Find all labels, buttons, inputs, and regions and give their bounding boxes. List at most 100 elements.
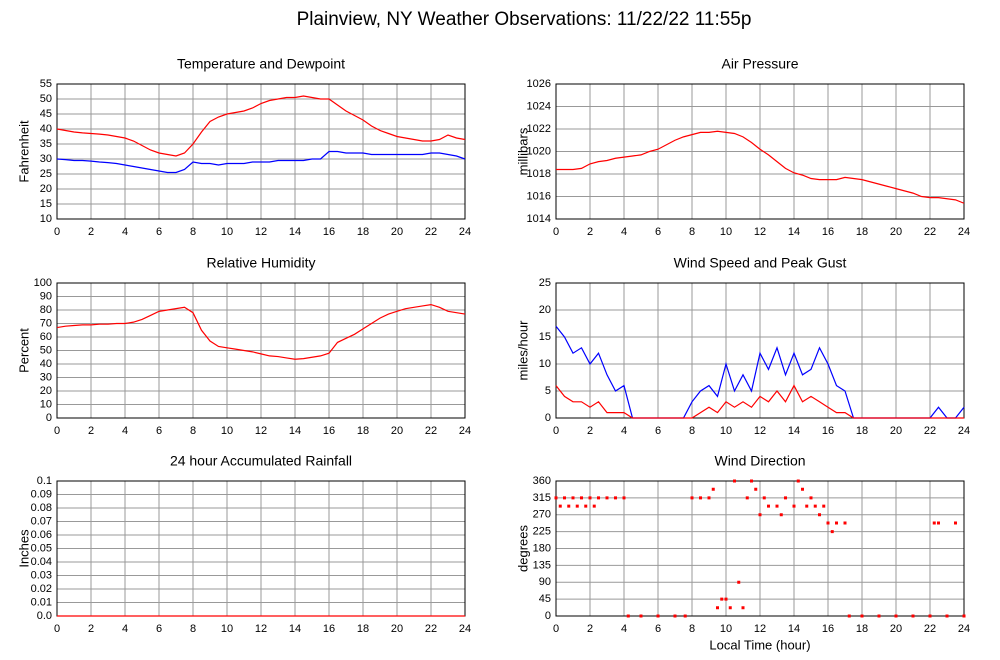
data-point [877, 614, 881, 618]
x-tick-label: 10 [221, 623, 233, 635]
data-point [779, 513, 783, 517]
data-line [56, 150, 466, 174]
plot-frame [555, 83, 965, 220]
x-tick-label: 24 [958, 226, 970, 238]
chart-title: Temperature and Dewpoint [177, 56, 345, 72]
data-point [784, 496, 787, 500]
x-tick-label: 6 [156, 226, 162, 238]
y-tick-label: 50 [40, 344, 52, 356]
y-tick-label: 0.07 [31, 515, 52, 527]
data-point [571, 496, 575, 500]
x-tick-label: 2 [587, 623, 593, 635]
data-point [954, 521, 957, 525]
y-tick-label: 15 [40, 198, 52, 210]
data-point [716, 606, 719, 610]
x-tick-label: 18 [357, 226, 369, 238]
x-tick-label: 6 [156, 425, 162, 437]
y-tick-label: 100 [34, 277, 52, 289]
y-tick-label: 45 [40, 108, 52, 120]
data-line [555, 384, 964, 419]
data-point [720, 597, 724, 601]
x-tick-label: 4 [621, 623, 627, 635]
data-point [745, 496, 749, 500]
x-tick-label: 10 [720, 425, 732, 437]
x-tick-label: 0 [553, 425, 559, 437]
x-tick-label: 18 [856, 425, 868, 437]
data-point [592, 504, 596, 508]
data-point [813, 504, 817, 508]
data-point [656, 614, 660, 618]
data-point [937, 521, 940, 525]
x-tick-label: 18 [357, 425, 369, 437]
y-tick-label: 360 [533, 475, 551, 487]
y-tick-label: 0.02 [31, 583, 52, 595]
data-point [584, 504, 588, 508]
y-tick-label: 5 [545, 385, 551, 397]
x-tick-label: 16 [822, 425, 834, 437]
y-axis-label: Percent [16, 328, 31, 373]
data-point [894, 614, 898, 618]
y-tick-label: 225 [533, 526, 551, 538]
data-point [928, 614, 932, 618]
y-axis-label: miles/hour [515, 320, 530, 381]
data-point [558, 504, 562, 508]
data-point [822, 504, 826, 508]
x-tick-label: 16 [822, 623, 834, 635]
y-tick-label: 1022 [527, 123, 551, 135]
x-tick-label: 20 [890, 425, 902, 437]
y-tick-label: 0.1 [37, 475, 52, 487]
x-tick-label: 18 [856, 226, 868, 238]
y-tick-label: 0.03 [31, 569, 52, 581]
x-tick-label: 4 [122, 425, 128, 437]
y-tick-label: 35 [40, 138, 52, 150]
data-point [805, 504, 809, 508]
x-tick-label: 12 [255, 623, 267, 635]
data-point [567, 504, 571, 508]
x-tick-label: 4 [122, 226, 128, 238]
data-point [767, 504, 770, 508]
data-point [754, 487, 758, 491]
data-point [563, 496, 566, 500]
x-tick-label: 0 [553, 623, 559, 635]
data-point [733, 479, 736, 483]
x-tick-label: 12 [754, 425, 766, 437]
x-tick-label: 4 [122, 623, 128, 635]
x-tick-label: 8 [689, 623, 695, 635]
y-tick-label: 10 [40, 398, 52, 410]
y-axis-label: degrees [515, 525, 530, 572]
x-tick-label: 8 [190, 425, 196, 437]
y-tick-label: 135 [533, 559, 551, 571]
x-tick-label: 20 [391, 226, 403, 238]
data-point [962, 614, 966, 618]
data-point [588, 496, 592, 500]
chart-title: Wind Direction [714, 453, 805, 469]
data-point [673, 614, 677, 618]
data-point [775, 504, 779, 508]
x-tick-label: 4 [621, 226, 627, 238]
y-tick-label: 1026 [527, 78, 551, 90]
data-point [741, 606, 745, 610]
x-tick-label: 14 [289, 623, 301, 635]
data-point [614, 496, 617, 500]
x-tick-label: 20 [890, 623, 902, 635]
y-tick-label: 50 [40, 93, 52, 105]
data-point [597, 496, 600, 500]
x-tick-label: 0 [553, 226, 559, 238]
x-tick-label: 2 [88, 623, 94, 635]
y-tick-label: 40 [40, 123, 52, 135]
data-point [699, 496, 702, 500]
data-point [575, 504, 579, 508]
x-tick-label: 6 [655, 623, 661, 635]
y-tick-label: 270 [533, 509, 551, 521]
x-tick-label: 2 [88, 425, 94, 437]
x-tick-label: 24 [459, 623, 471, 635]
y-tick-label: 20 [40, 385, 52, 397]
data-point [707, 496, 711, 500]
data-point [605, 496, 609, 500]
x-tick-label: 24 [958, 425, 970, 437]
y-tick-label: 0.05 [31, 542, 52, 554]
data-point [830, 530, 834, 534]
x-tick-label: 2 [587, 425, 593, 437]
x-tick-label: 10 [221, 425, 233, 437]
data-point [843, 521, 847, 525]
